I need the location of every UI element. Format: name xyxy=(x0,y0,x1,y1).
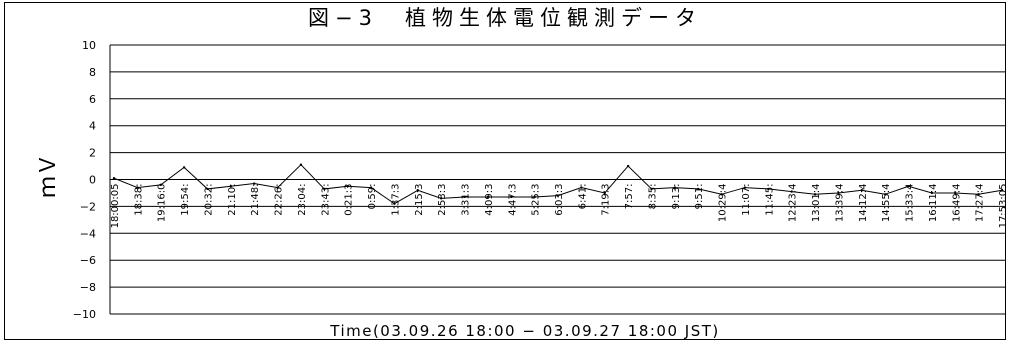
data-point xyxy=(439,197,443,200)
x-tick-label: 7:57: xyxy=(624,184,635,210)
x-tick-label: 5:25:3 xyxy=(531,184,542,216)
x-tick-label: 4:47:3 xyxy=(507,184,518,216)
x-tick-label: 4:09:3 xyxy=(484,184,495,216)
data-point xyxy=(977,193,980,196)
x-tick-label: 0:21:3 xyxy=(344,184,355,216)
x-tick-label: 1:37:3 xyxy=(390,184,401,216)
x-tick-label: 6:03:3 xyxy=(554,184,565,216)
x-tick-label: 14:55:4 xyxy=(881,184,892,223)
x-tick-label: 23:04: xyxy=(297,184,308,216)
data-point xyxy=(1000,189,1004,192)
data-point xyxy=(720,193,723,196)
data-point xyxy=(697,187,700,191)
x-tick-label: 23:43: xyxy=(320,184,331,216)
data-point xyxy=(813,193,817,196)
data-point xyxy=(650,187,653,191)
chart-frame xyxy=(4,2,1006,340)
y-tick-label: 2 xyxy=(89,147,96,160)
x-tick-label: 13:01:4 xyxy=(811,184,822,223)
x-tick-label: 19:54: xyxy=(180,184,191,216)
x-tick-label: 10:29:4 xyxy=(718,184,729,223)
data-point xyxy=(907,185,910,188)
x-tick-label: 21:10: xyxy=(227,184,238,216)
y-tick-label: −6 xyxy=(80,254,96,267)
x-tick-label: 8:35: xyxy=(647,184,658,210)
y-tick-label: 10 xyxy=(82,39,96,52)
x-tick-label: 2:53:3 xyxy=(437,184,448,216)
data-point xyxy=(253,182,256,185)
y-tick-label: −2 xyxy=(80,200,96,213)
data-point xyxy=(463,195,466,199)
data-point xyxy=(486,195,490,199)
x-tick-label: 11:07: xyxy=(741,184,752,216)
x-tick-label: 0:59: xyxy=(367,184,378,210)
x-tick-label: 7:19:3 xyxy=(601,184,612,216)
data-point xyxy=(743,186,747,189)
x-tick-label: 17:27:4 xyxy=(975,184,986,223)
data-point xyxy=(930,191,934,195)
x-tick-label: 14:12:4 xyxy=(858,184,869,223)
data-point xyxy=(954,191,957,195)
data-point xyxy=(112,176,116,180)
x-tick-label: 19:16:0 xyxy=(157,184,168,223)
y-tick-label: 8 xyxy=(89,66,96,79)
data-point xyxy=(136,186,139,189)
x-tick-label: 12:23:4 xyxy=(788,184,799,223)
chart-title: 図−3 植物生体電位観測データ xyxy=(308,6,702,30)
x-tick-label: 2:15:3 xyxy=(414,184,425,216)
data-point xyxy=(556,194,560,197)
x-tick-label: 18:00:05 xyxy=(110,184,121,229)
data-point xyxy=(159,183,162,187)
data-point xyxy=(346,185,349,188)
x-tick-label: 16:11:4 xyxy=(928,184,939,223)
x-tick-label: 11:45: xyxy=(764,184,775,216)
data-point xyxy=(837,191,840,195)
data-point xyxy=(393,202,396,205)
data-point xyxy=(510,195,513,199)
data-point xyxy=(229,185,233,188)
y-tick-label: −10 xyxy=(73,308,96,321)
data-point xyxy=(369,186,373,189)
x-axis-label: Time(03.09.26 18:00 − 03.09.27 18:00 JST… xyxy=(330,322,720,340)
y-tick-label: 0 xyxy=(89,174,96,187)
data-point xyxy=(790,190,793,193)
data-point xyxy=(580,186,583,189)
y-tick-label: −8 xyxy=(80,281,96,294)
data-point xyxy=(182,166,186,169)
y-tick-label: 4 xyxy=(89,120,96,133)
x-tick-label: 9:51: xyxy=(694,184,705,210)
x-tick-label: 6:41: xyxy=(577,184,588,210)
x-tick-label: 15:33:4 xyxy=(905,184,916,223)
x-tick-label: 21:48: xyxy=(250,184,261,216)
x-tick-label: 18:38: xyxy=(133,184,144,216)
x-tick-label: 17:53:05 xyxy=(998,184,1009,229)
data-point xyxy=(206,187,209,191)
data-point xyxy=(323,187,326,191)
data-point xyxy=(276,186,279,189)
y-tick-label: −4 xyxy=(80,227,96,240)
data-point xyxy=(603,191,606,195)
x-tick-label: 13:39:4 xyxy=(834,184,845,223)
x-tick-label: 9:13: xyxy=(671,184,682,210)
y-tick-label: 6 xyxy=(89,93,96,106)
x-tick-label: 22:26: xyxy=(274,184,285,216)
data-point xyxy=(416,189,419,192)
data-point xyxy=(626,164,630,168)
data-point xyxy=(767,187,770,191)
x-tick-label: 16:49:4 xyxy=(951,184,962,223)
x-tick-label: 3:31:3 xyxy=(461,184,472,216)
data-point xyxy=(533,195,536,199)
data-point xyxy=(673,186,677,189)
data-point xyxy=(860,189,863,192)
data-point xyxy=(883,193,887,196)
data-point xyxy=(299,163,303,166)
x-tick-label: 20:32: xyxy=(203,184,214,216)
